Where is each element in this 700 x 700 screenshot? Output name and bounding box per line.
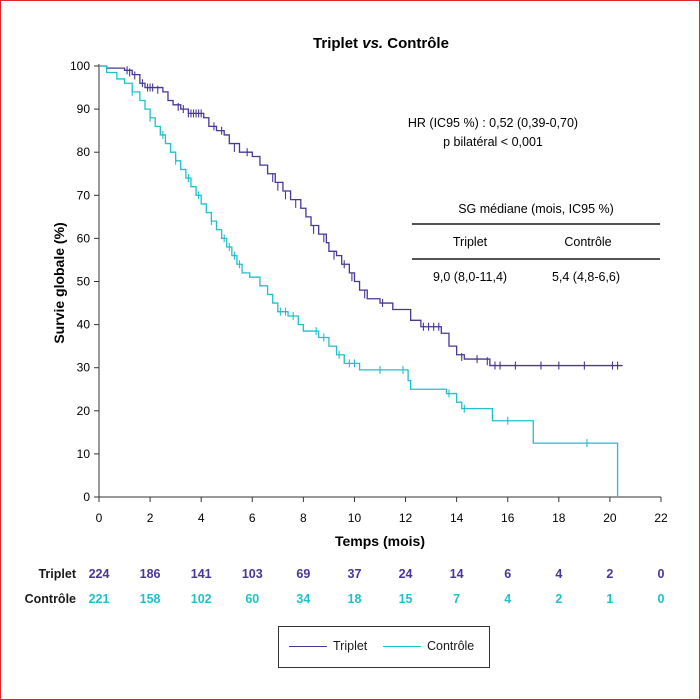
x-tick-label: 2 xyxy=(147,511,154,525)
x-tick-label: 10 xyxy=(348,511,362,525)
y-tick-label: 20 xyxy=(77,404,91,418)
chart-title-start: Triplet xyxy=(313,35,362,52)
at-risk-value-controle: 2 xyxy=(555,592,562,606)
at-risk-value-controle: 221 xyxy=(89,592,110,606)
x-tick-label: 4 xyxy=(198,511,205,525)
y-tick-label: 90 xyxy=(77,102,91,116)
at-risk-value-triplet: 2 xyxy=(606,567,613,581)
x-tick-label: 16 xyxy=(501,511,515,525)
at-risk-value-controle: 15 xyxy=(399,592,413,606)
y-tick-label: 30 xyxy=(77,361,91,375)
x-tick-label: 14 xyxy=(450,511,464,525)
x-tick-label: 6 xyxy=(249,511,256,525)
at-risk-value-triplet: 0 xyxy=(658,567,665,581)
legend-label-triplet: Triplet xyxy=(333,639,368,653)
at-risk-value-controle: 158 xyxy=(140,592,161,606)
median-table: SG médiane (mois, IC95 %) Triplet Contrô… xyxy=(412,202,660,284)
median-table-col-controle: Contrôle xyxy=(564,235,611,249)
legend-item-triplet: Triplet xyxy=(289,639,367,653)
series-line-controle xyxy=(99,65,619,497)
y-tick-label: 100 xyxy=(70,59,90,73)
median-value-controle: 5,4 (4,8-6,6) xyxy=(552,270,620,284)
series-layer xyxy=(99,65,623,497)
at-risk-label-triplet: Triplet xyxy=(38,567,76,581)
at-risk-value-triplet: 186 xyxy=(140,567,161,581)
chart-title-end: Contrôle xyxy=(383,35,449,52)
y-tick-label: 0 xyxy=(83,490,90,504)
median-value-triplet: 9,0 (8,0-11,4) xyxy=(433,270,507,284)
at-risk-value-triplet: 4 xyxy=(555,567,562,581)
at-risk-value-controle: 7 xyxy=(453,592,460,606)
at-risk-value-controle: 34 xyxy=(296,592,310,606)
legend-swatch-triplet xyxy=(289,645,327,647)
at-risk-value-triplet: 141 xyxy=(191,567,212,581)
at-risk-value-controle: 60 xyxy=(245,592,259,606)
p-value-annotation: p bilatéral < 0,001 xyxy=(443,135,543,149)
at-risk-value-triplet: 69 xyxy=(296,567,310,581)
y-tick-label: 70 xyxy=(77,188,91,202)
at-risk-value-triplet: 224 xyxy=(89,567,110,581)
axes: 0 10 20 30 40 50 60 70 80 90 100 0 2 4 6 8 10 12 14 16 18 20 2… xyxy=(70,59,668,525)
at-risk-value-controle: 1 xyxy=(606,592,613,606)
y-tick-label: 60 xyxy=(77,231,91,245)
series-line-triplet xyxy=(99,65,623,367)
at-risk-value-controle: 18 xyxy=(348,592,362,606)
legend-swatch-controle xyxy=(383,645,421,647)
at-risk-value-triplet: 37 xyxy=(348,567,362,581)
x-tick-label: 12 xyxy=(399,511,413,525)
x-tick-label: 18 xyxy=(552,511,566,525)
median-table-header: SG médiane (mois, IC95 %) xyxy=(458,202,614,216)
chart-title: Triplet vs. Contrôle xyxy=(313,35,449,52)
at-risk-label-controle: Contrôle xyxy=(25,592,76,606)
chart-title-italic: vs. xyxy=(362,35,383,52)
at-risk-value-controle: 102 xyxy=(191,592,212,606)
hr-annotation: HR (IC95 %) : 0,52 (0,39-0,70) xyxy=(408,116,578,130)
y-tick-label: 10 xyxy=(77,447,91,461)
x-tick-label: 8 xyxy=(300,511,307,525)
at-risk-value-controle: 4 xyxy=(504,592,511,606)
legend: Triplet Contrôle xyxy=(278,626,490,668)
x-tick-label: 0 xyxy=(96,511,103,525)
at-risk-value-triplet: 14 xyxy=(450,567,464,581)
at-risk-value-triplet: 103 xyxy=(242,567,263,581)
y-tick-label: 80 xyxy=(77,145,91,159)
y-tick-label: 40 xyxy=(77,318,91,332)
at-risk-value-triplet: 24 xyxy=(399,567,413,581)
legend-item-controle: Contrôle xyxy=(383,639,474,653)
x-axis-label: Temps (mois) xyxy=(335,533,425,549)
x-tick-label: 22 xyxy=(654,511,668,525)
y-tick-label: 50 xyxy=(77,275,91,289)
at-risk-value-triplet: 6 xyxy=(504,567,511,581)
y-axis-label: Survie globale (%) xyxy=(51,222,67,343)
x-tick-label: 20 xyxy=(603,511,617,525)
median-table-col-triplet: Triplet xyxy=(453,235,488,249)
legend-label-controle: Contrôle xyxy=(427,639,475,653)
at-risk-value-controle: 0 xyxy=(658,592,665,606)
